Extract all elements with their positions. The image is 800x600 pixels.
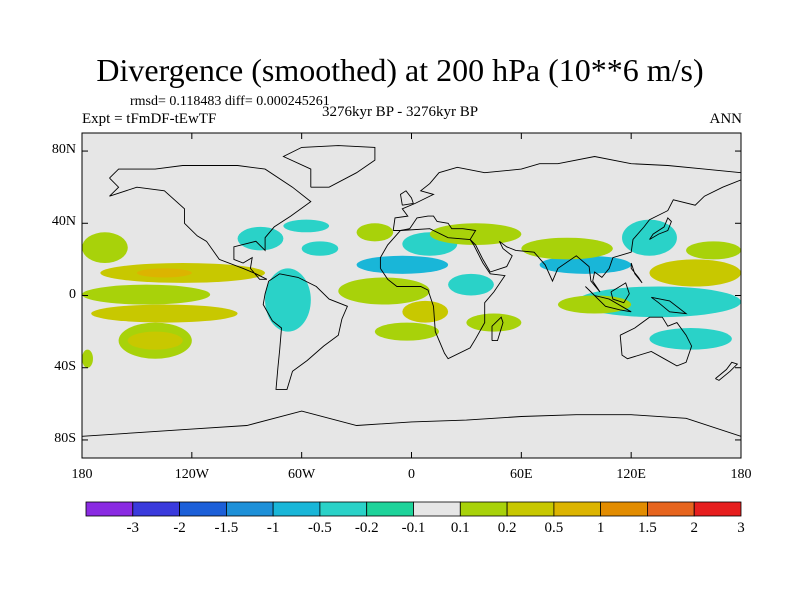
anomaly-region [82, 349, 93, 368]
anomaly-region [402, 300, 449, 323]
x-tick-label: 60E [510, 467, 533, 482]
y-tick-label: 0 [69, 286, 76, 302]
colorbar-swatch [132, 501, 181, 517]
anomaly-region [283, 219, 330, 233]
coastline-uk [400, 190, 414, 206]
colorbar-swatch [693, 501, 742, 517]
anomaly-region [82, 284, 211, 305]
anomaly-region [127, 331, 183, 350]
coastline-north-america [109, 165, 312, 280]
coastline-greenland [282, 145, 376, 188]
anomaly-region [338, 277, 430, 305]
colorbar-label: -0.5 [308, 520, 332, 536]
colorbar-label: 3 [737, 520, 745, 536]
anomaly-region [622, 219, 677, 256]
colorbar-label: -1 [266, 520, 280, 536]
anomaly-region [448, 273, 494, 296]
period-label: 3276kyr BP - 3276kyr BP [321, 104, 479, 120]
coastline-antarctica [82, 410, 741, 437]
coastline-eurasia [392, 156, 741, 293]
anomaly-region [136, 268, 192, 278]
x-tick-label: 180 [71, 467, 93, 482]
colorbar-label: -0.2 [354, 520, 379, 536]
x-tick-label: 120W [174, 467, 209, 482]
anomaly-region [686, 241, 741, 260]
colorbar-swatch [506, 501, 555, 517]
anomaly-region [91, 304, 238, 323]
coastline-japan [649, 217, 672, 240]
coastline-new-guinea [651, 296, 688, 315]
coastline-indonesia [585, 286, 632, 313]
y-tick-label: 80S [54, 430, 76, 446]
colorbar-label: 0.1 [450, 520, 470, 536]
anomaly-region [265, 268, 311, 332]
x-tick-label: 180 [730, 467, 752, 482]
coastline-borneo [610, 282, 630, 304]
colorbar-swatch [319, 501, 368, 517]
stats-label: rmsd= 0.118483 diff= 0.000245261 [130, 94, 330, 109]
colorbar-swatch [553, 501, 602, 517]
y-tick-label: 80N [51, 142, 76, 158]
colorbar-label: -3 [126, 520, 140, 536]
anomaly-region [82, 232, 128, 263]
y-tick-label: 40S [54, 358, 76, 374]
colorbar-swatch [413, 501, 461, 517]
coastline-australia [619, 316, 693, 367]
anomaly-region [466, 313, 522, 332]
x-tick-label: 0 [408, 467, 415, 482]
experiment-label: Expt = tFmDF-tEwTF [82, 111, 217, 127]
y-tick-label: 40N [51, 214, 76, 230]
coastline-layer [82, 145, 741, 437]
coastline-south-america [262, 273, 348, 390]
colorbar-label: -0.1 [401, 520, 426, 536]
colorbar-label: 2 [690, 520, 698, 536]
colorbar-label: -1.5 [214, 520, 239, 536]
coastline-madagascar [491, 316, 504, 342]
colorbar-swatch [225, 501, 274, 517]
anomaly-region [356, 223, 394, 242]
coastline-africa [379, 228, 506, 360]
anomaly-region [374, 322, 439, 341]
colorbar-swatch [459, 501, 508, 517]
anomaly-region [521, 237, 613, 260]
colorbar-swatch [647, 501, 695, 517]
anomaly-region [649, 328, 732, 350]
season-label: ANN [709, 111, 743, 127]
coastline-new-zealand [715, 361, 739, 381]
chart-title: Divergence (smoothed) at 200 hPa (10**6 … [96, 52, 704, 88]
anomaly-region [237, 226, 284, 251]
colorbar-swatch [272, 501, 321, 517]
colorbar-swatch [179, 501, 227, 517]
colorbar-swatch [85, 501, 134, 517]
colorbar-label: 0.5 [544, 520, 564, 536]
colorbar-label: 0.2 [497, 520, 517, 536]
x-tick-label: 120E [616, 467, 646, 482]
colorbar-swatch [600, 501, 648, 517]
colorbar-swatch [366, 501, 414, 517]
anomaly-region [557, 295, 632, 314]
colorbar-label: -2 [173, 520, 186, 536]
colorbar-label: 1 [596, 520, 605, 536]
coastline-philippines [630, 262, 643, 284]
anomaly-region [356, 255, 449, 274]
x-tick-label: 60W [288, 467, 316, 482]
anomaly-region [649, 259, 741, 287]
anomaly-region [429, 223, 522, 245]
colorbar-label: 1.5 [638, 520, 657, 536]
anomaly-region [301, 241, 339, 256]
